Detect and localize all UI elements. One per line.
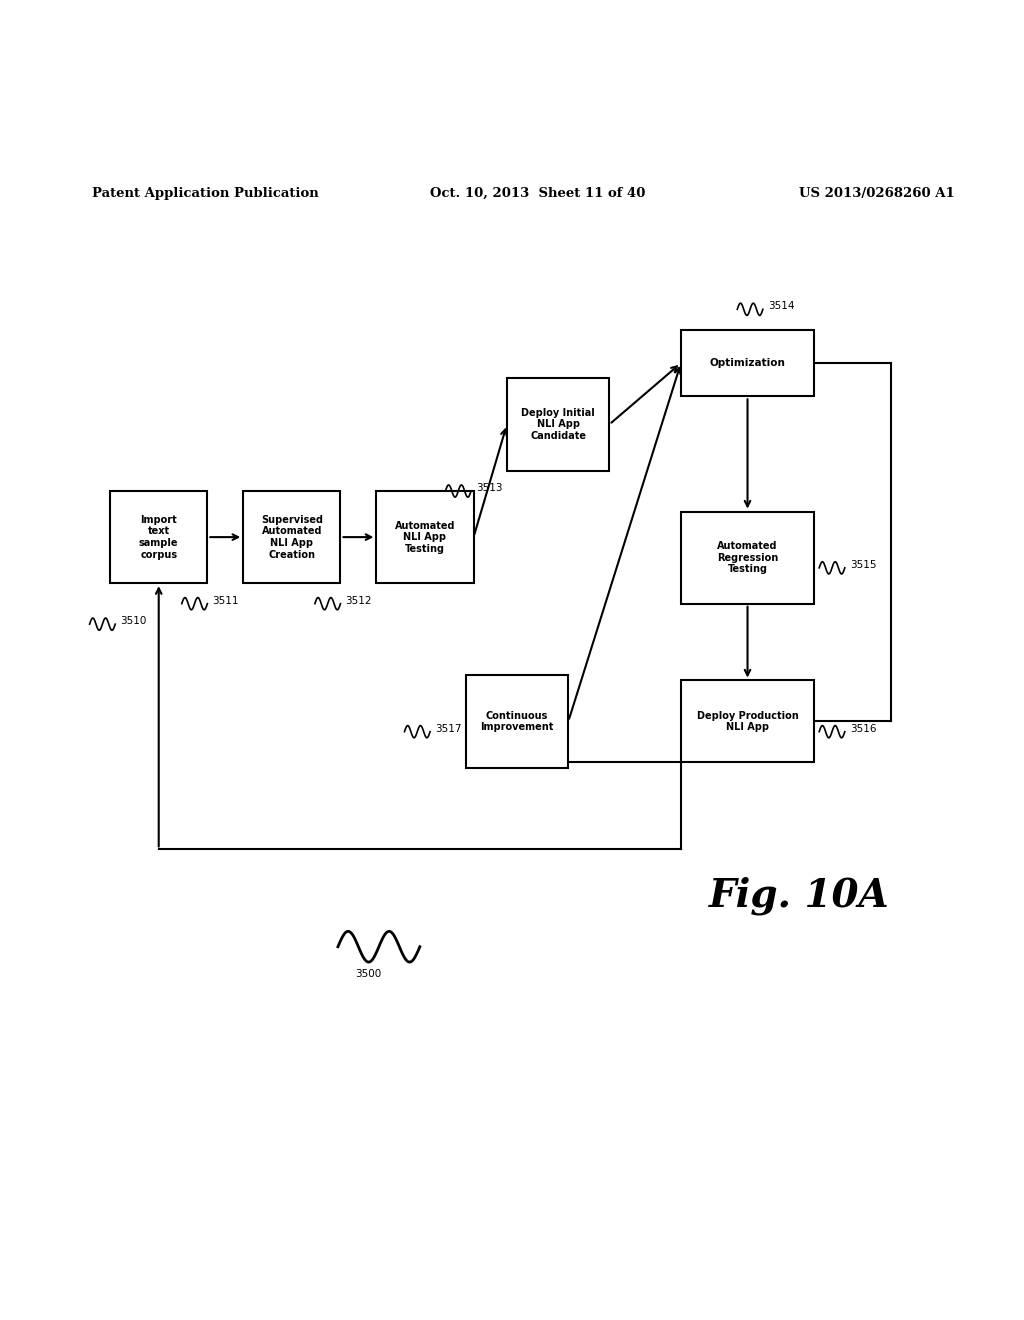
- Text: 3517: 3517: [435, 723, 462, 734]
- Text: Fig. 10A: Fig. 10A: [709, 876, 889, 915]
- FancyBboxPatch shape: [466, 676, 568, 767]
- Text: 3516: 3516: [850, 723, 877, 734]
- Text: US 2013/0268260 A1: US 2013/0268260 A1: [799, 186, 954, 199]
- Text: Automated
Regression
Testing: Automated Regression Testing: [717, 541, 778, 574]
- Text: Import
text
sample
corpus: Import text sample corpus: [139, 515, 178, 560]
- FancyBboxPatch shape: [111, 491, 207, 583]
- Text: 3500: 3500: [355, 969, 382, 979]
- Text: Deploy Production
NLI App: Deploy Production NLI App: [696, 710, 799, 733]
- Text: 3512: 3512: [346, 595, 372, 606]
- FancyBboxPatch shape: [681, 330, 814, 396]
- Text: Supervised
Automated
NLI App
Creation: Supervised Automated NLI App Creation: [261, 515, 323, 560]
- Text: 3513: 3513: [476, 483, 503, 494]
- Text: 3511: 3511: [213, 595, 239, 606]
- Text: Oct. 10, 2013  Sheet 11 of 40: Oct. 10, 2013 Sheet 11 of 40: [430, 186, 645, 199]
- Text: Optimization: Optimization: [710, 358, 785, 368]
- Text: Automated
NLI App
Testing: Automated NLI App Testing: [394, 520, 456, 553]
- FancyBboxPatch shape: [681, 512, 814, 603]
- Text: Deploy Initial
NLI App
Candidate: Deploy Initial NLI App Candidate: [521, 408, 595, 441]
- Text: 3514: 3514: [768, 301, 795, 312]
- FancyBboxPatch shape: [681, 681, 814, 763]
- FancyBboxPatch shape: [377, 491, 473, 583]
- Text: Patent Application Publication: Patent Application Publication: [92, 186, 318, 199]
- Text: Continuous
Improvement: Continuous Improvement: [480, 710, 554, 733]
- Text: 3510: 3510: [121, 616, 146, 626]
- FancyBboxPatch shape: [507, 379, 609, 470]
- FancyBboxPatch shape: [244, 491, 340, 583]
- Text: 3515: 3515: [850, 560, 877, 570]
